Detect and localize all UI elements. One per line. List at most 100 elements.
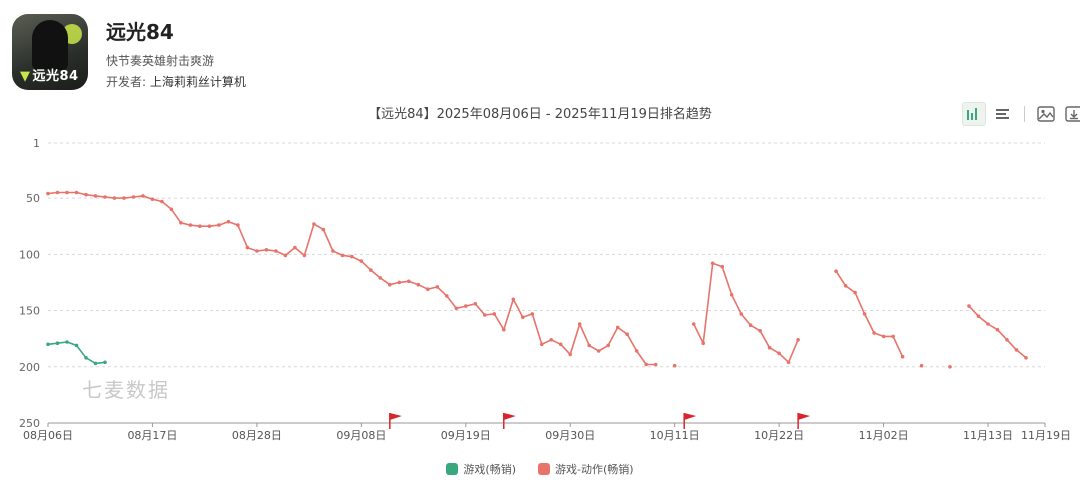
series-1-point [340, 253, 345, 258]
series-1-point [948, 365, 952, 369]
series-1-point [131, 195, 136, 199]
series-1-point [359, 259, 364, 263]
download-icon[interactable] [1063, 103, 1080, 125]
series-1-point [986, 322, 990, 326]
series-1-point [293, 245, 297, 250]
series-0-point [46, 342, 50, 347]
series-1-point [843, 284, 848, 288]
series-1-point [691, 322, 696, 326]
series-1-point [160, 199, 164, 204]
series-1-point [919, 363, 924, 368]
y-tick-label-50: 50 [26, 192, 40, 205]
legend-item-red[interactable]: 游戏-动作(畅销) [538, 461, 634, 477]
app-name: 远光84 [106, 20, 174, 44]
flag-icon-2 [684, 413, 697, 420]
series-1-point [103, 195, 107, 199]
series-1-point [900, 354, 905, 359]
series-0-point [84, 356, 88, 360]
series-1-point [511, 297, 516, 302]
series-1-point [568, 352, 572, 357]
series-1-point [587, 343, 591, 348]
series-1-point [283, 253, 288, 258]
app-icon: ▼ 远光84 [12, 14, 88, 90]
chart-title: 【远光84】2025年08月06日 - 2025年11月19日排名趋势 [368, 107, 712, 122]
series-1-point [1024, 356, 1028, 360]
y-tick-label-100: 100 [19, 248, 40, 261]
image-icon[interactable] [1035, 103, 1057, 125]
series-1-point [596, 349, 601, 353]
series-1-point [321, 227, 326, 232]
bar-chart-icon[interactable] [962, 102, 986, 126]
x-tick-label-9: 11月13日 [963, 429, 1013, 442]
series-1-point [995, 327, 1000, 332]
series-1-point [236, 223, 240, 227]
app-icon-logo: ▼ 远光84 [20, 69, 79, 84]
app-icon-figure [32, 20, 68, 70]
series-1-point [502, 327, 506, 332]
series-1-point [112, 196, 117, 200]
series-1-point [378, 276, 383, 280]
series-1-point [274, 249, 278, 253]
series-1-point [701, 341, 705, 345]
y-tick-label-200: 200 [19, 361, 40, 374]
series-0-point [74, 343, 79, 348]
list-icon[interactable] [992, 103, 1014, 125]
series-1-point [217, 223, 221, 227]
legend-label-red: 游戏-动作(畅销) [555, 463, 634, 476]
series-1-point [1014, 348, 1019, 352]
series-1-point [464, 304, 468, 308]
series-1-point [312, 222, 316, 226]
series-0-point [93, 361, 98, 366]
series-1-point [834, 269, 838, 273]
series-1-point [350, 254, 354, 259]
series-1-point [426, 287, 430, 291]
developer-name: 上海莉莉丝计算机 [149, 75, 246, 89]
series-1-line-3 [835, 270, 904, 358]
series-1-point [198, 224, 202, 228]
series-1-point [786, 360, 791, 365]
x-tick-label-8: 11月02日 [859, 429, 909, 442]
developer-label: 开发者: [106, 75, 147, 89]
series-1-point [264, 248, 269, 252]
series-0-point [103, 360, 107, 365]
series-1-point [226, 219, 231, 224]
y-tick-label-1: 1 [33, 137, 40, 150]
series-1-point [653, 362, 658, 367]
series-1-point [302, 253, 307, 258]
series-1-point [141, 194, 145, 198]
series-1-point [454, 306, 459, 311]
series-1-point [767, 345, 772, 350]
legend-swatch-green [446, 463, 459, 475]
series-1-point [46, 191, 50, 196]
series-1-point [729, 293, 734, 297]
x-tick-label-6: 10月11日 [650, 429, 700, 442]
series-1-point [93, 194, 98, 198]
series-1-point [758, 329, 762, 333]
series-1-point [407, 279, 411, 284]
series-1-point [530, 312, 535, 316]
x-tick-label-7: 10月22日 [754, 429, 804, 442]
series-1-point [188, 223, 193, 227]
series-1-point [255, 249, 259, 253]
x-tick-label-1: 08月17日 [127, 429, 177, 442]
series-1-point [615, 325, 620, 330]
flag-icon-3 [798, 413, 811, 420]
series-1-point [976, 314, 981, 318]
legend-item-green[interactable]: 游戏(畅销) [446, 461, 516, 477]
series-1-point [644, 362, 648, 367]
app-subtitle: 快节奏英雄射击爽游 [106, 54, 215, 68]
series-1-point [331, 249, 335, 253]
series-1-point [549, 338, 553, 342]
legend-label-green: 游戏(畅销) [463, 463, 517, 476]
x-tick-label-10: 11月19日 [1021, 429, 1071, 442]
series-1-point [720, 264, 724, 269]
series-1-point [445, 294, 449, 298]
series-1-point [521, 315, 525, 320]
toolbar-separator [1024, 106, 1025, 122]
series-1-point [397, 280, 402, 285]
watermark: 七麦数据 [82, 378, 170, 402]
x-tick-label-4: 09月19日 [441, 429, 491, 442]
series-1-point [179, 221, 183, 225]
series-1-point [672, 363, 677, 368]
series-1-point [881, 334, 886, 339]
